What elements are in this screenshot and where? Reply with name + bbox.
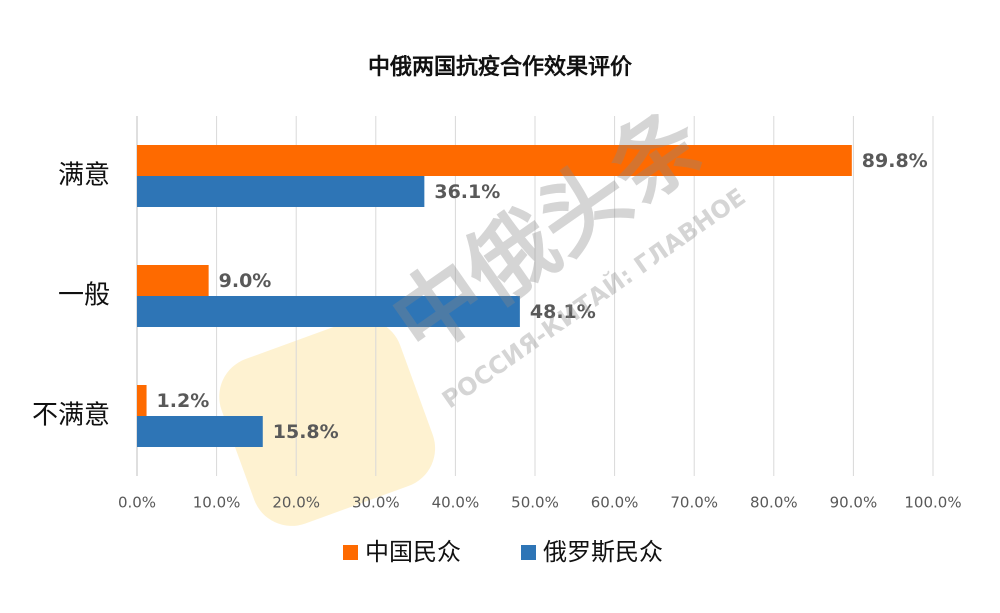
x-tick-label: 70.0%	[670, 494, 718, 512]
legend-swatch	[343, 545, 358, 560]
bar	[137, 265, 209, 296]
y-tick-label: 一般	[58, 281, 110, 311]
bar	[137, 416, 263, 447]
x-tick-label: 40.0%	[432, 494, 480, 512]
watermark-logo	[219, 319, 436, 526]
data-label: 15.8%	[273, 421, 339, 443]
x-tick-label: 30.0%	[352, 494, 400, 512]
data-label: 9.0%	[219, 270, 272, 292]
bar	[137, 176, 425, 207]
legend-swatch	[521, 545, 536, 560]
chart-title: 中俄两国抗疫合作效果评价	[368, 54, 633, 80]
data-label: 48.1%	[530, 301, 596, 323]
bar	[137, 296, 520, 327]
legend-label: 中国民众	[365, 538, 461, 566]
x-tick-label: 80.0%	[750, 494, 798, 512]
x-tick-label: 50.0%	[511, 494, 559, 512]
bar	[137, 145, 852, 176]
x-tick-label: 60.0%	[591, 494, 639, 512]
x-tick-label: 20.0%	[272, 494, 320, 512]
legend-label: 俄罗斯民众	[543, 538, 663, 566]
x-tick-label: 0.0%	[118, 494, 156, 512]
x-tick-label: 90.0%	[830, 494, 878, 512]
y-tick-label: 满意	[58, 161, 110, 191]
x-tick-label: 100.0%	[904, 494, 961, 512]
plot-area: 0.0% 10.0% 20.0% 30.0% 40.0% 50.0% 60.0% 70.0% 8…	[32, 116, 962, 566]
data-label: 36.1%	[434, 181, 500, 203]
data-label: 89.8%	[862, 150, 928, 172]
x-tick-label: 10.0%	[193, 494, 241, 512]
data-label: 1.2%	[157, 390, 210, 412]
y-tick-label: 不满意	[32, 401, 110, 431]
bar	[137, 385, 147, 416]
watermark: 中俄头条 РОССИЯ-КИТАЙ: ГЛАВНОЕ	[374, 89, 751, 414]
